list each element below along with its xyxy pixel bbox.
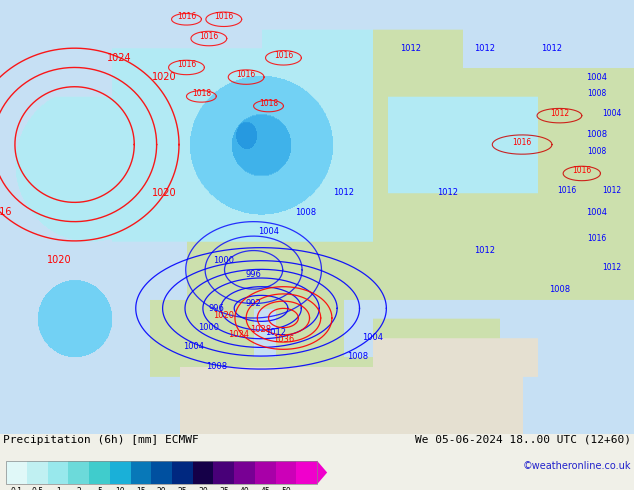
Text: 1004: 1004	[586, 207, 607, 217]
Text: 1012: 1012	[550, 109, 569, 118]
Text: 1020: 1020	[152, 188, 176, 198]
Text: 1012: 1012	[333, 188, 354, 197]
Text: 1024: 1024	[228, 330, 249, 339]
Text: 10: 10	[115, 487, 125, 490]
Text: 996: 996	[209, 304, 224, 313]
Text: 1016: 1016	[512, 138, 532, 147]
Text: 1020: 1020	[152, 72, 176, 82]
Text: 1008: 1008	[347, 352, 368, 361]
Text: 40: 40	[240, 487, 249, 490]
Text: 1018: 1018	[192, 89, 211, 98]
Text: 1012: 1012	[474, 44, 495, 53]
Text: 1008: 1008	[295, 207, 316, 217]
Text: 2: 2	[77, 487, 81, 490]
Text: 1012: 1012	[399, 44, 421, 53]
Text: 1016: 1016	[199, 31, 219, 41]
Bar	[296, 461, 317, 484]
Text: 1008: 1008	[586, 130, 607, 140]
Text: 1024: 1024	[107, 53, 132, 63]
Text: 1036: 1036	[273, 335, 294, 344]
Bar	[6, 461, 27, 484]
Text: 1008: 1008	[587, 89, 606, 98]
Text: 15: 15	[136, 487, 146, 490]
Text: 1016: 1016	[557, 186, 576, 195]
Text: 1004: 1004	[586, 73, 607, 82]
Text: 1012: 1012	[474, 246, 495, 255]
Text: 1012: 1012	[602, 263, 621, 272]
Text: 1016: 1016	[236, 70, 256, 79]
Text: 1008: 1008	[587, 147, 606, 156]
Text: 1004: 1004	[602, 109, 621, 118]
Text: 1012: 1012	[266, 328, 287, 337]
Bar	[6, 461, 317, 484]
Text: 996: 996	[245, 270, 262, 279]
Text: 992: 992	[246, 299, 261, 308]
Bar	[152, 461, 172, 484]
Text: 1016: 1016	[0, 207, 12, 217]
Text: 1016: 1016	[177, 60, 196, 70]
Text: 1016: 1016	[587, 234, 606, 243]
Bar	[89, 461, 110, 484]
Text: 1016: 1016	[214, 12, 233, 21]
Text: 0.5: 0.5	[31, 487, 44, 490]
Bar	[255, 461, 276, 484]
Bar	[276, 461, 296, 484]
Text: 1008: 1008	[206, 362, 227, 371]
Text: 1000: 1000	[198, 323, 219, 332]
Bar	[27, 461, 48, 484]
Text: 30: 30	[198, 487, 208, 490]
Text: 1016: 1016	[572, 167, 592, 175]
Text: 1008: 1008	[549, 285, 570, 294]
Polygon shape	[317, 461, 327, 484]
Text: 1: 1	[56, 487, 60, 490]
Text: 1004: 1004	[363, 333, 384, 342]
Text: 1012: 1012	[602, 186, 621, 195]
Text: 1004: 1004	[258, 227, 279, 236]
Text: 1016: 1016	[274, 51, 293, 60]
Bar	[193, 461, 214, 484]
Text: 1028: 1028	[250, 325, 271, 335]
Text: 1016: 1016	[177, 12, 196, 21]
Text: We 05-06-2024 18..00 UTC (12+60): We 05-06-2024 18..00 UTC (12+60)	[415, 435, 631, 445]
Text: 1004: 1004	[183, 343, 204, 351]
Text: ©weatheronline.co.uk: ©weatheronline.co.uk	[522, 461, 631, 471]
Text: 50: 50	[281, 487, 291, 490]
Text: 5: 5	[97, 487, 102, 490]
Text: Precipitation (6h) [mm] ECMWF: Precipitation (6h) [mm] ECMWF	[3, 435, 199, 445]
Text: 1012: 1012	[541, 44, 562, 53]
Bar	[110, 461, 131, 484]
Bar	[172, 461, 193, 484]
Text: 1020: 1020	[213, 311, 235, 320]
Text: 1012: 1012	[437, 188, 458, 197]
Text: 35: 35	[219, 487, 229, 490]
Text: 25: 25	[178, 487, 187, 490]
Bar	[214, 461, 234, 484]
Text: 1018: 1018	[259, 99, 278, 108]
Text: 20: 20	[157, 487, 167, 490]
Bar	[68, 461, 89, 484]
Bar	[234, 461, 255, 484]
Text: 1000: 1000	[213, 256, 235, 265]
Text: 45: 45	[261, 487, 270, 490]
Bar	[131, 461, 152, 484]
Text: 0.1: 0.1	[11, 487, 23, 490]
Text: 1020: 1020	[48, 255, 72, 265]
Bar	[48, 461, 68, 484]
